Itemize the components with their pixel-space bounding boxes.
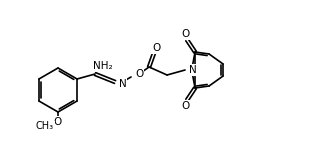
- Text: O: O: [181, 29, 189, 39]
- Text: N: N: [119, 79, 127, 89]
- Text: O: O: [54, 117, 62, 127]
- Text: O: O: [135, 69, 143, 79]
- Text: O: O: [181, 101, 189, 111]
- Text: N: N: [189, 65, 197, 75]
- Text: NH₂: NH₂: [93, 61, 113, 71]
- Text: CH₃: CH₃: [36, 121, 54, 131]
- Text: O: O: [152, 43, 160, 53]
